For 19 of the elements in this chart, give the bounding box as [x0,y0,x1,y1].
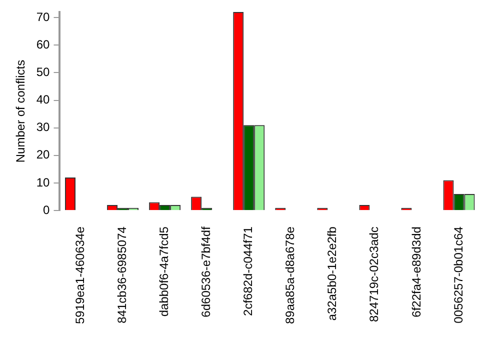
y-tick-label: 40 [36,92,50,107]
y-tick-label: 30 [36,120,50,134]
y-tick-label: 70 [36,10,50,24]
x-tick-label: 6f22fa4-e89d3dd [409,226,424,318]
x-tick-label: a32a5b0-1e2e2fb [325,226,340,321]
y-tick-label: 60 [36,37,50,52]
y-tick-label: 0 [43,202,50,217]
y-tick-label: 20 [36,148,50,162]
x-tick-label: 6d60536-e7bf4df [199,226,214,318]
y-tick-label: 50 [36,64,50,79]
x-tick-label: 0056257-0b01c64 [451,226,466,324]
x-tick-label: 841cb36-6985074 [115,226,130,324]
x-tick-label: dabb0f6-4a7fcd5 [157,226,172,317]
x-tick-label: 2cf682d-c044f71 [241,226,256,316]
x-tick-label: 5919ea1-460634e [73,226,88,324]
x-tick-label: 89aa85a-d8a678e [283,226,298,324]
y-tick-label: 10 [36,175,50,190]
x-tick-label: 824719c-02c3adc [367,226,382,322]
y-axis-title: Number of conflicts [14,60,28,163]
